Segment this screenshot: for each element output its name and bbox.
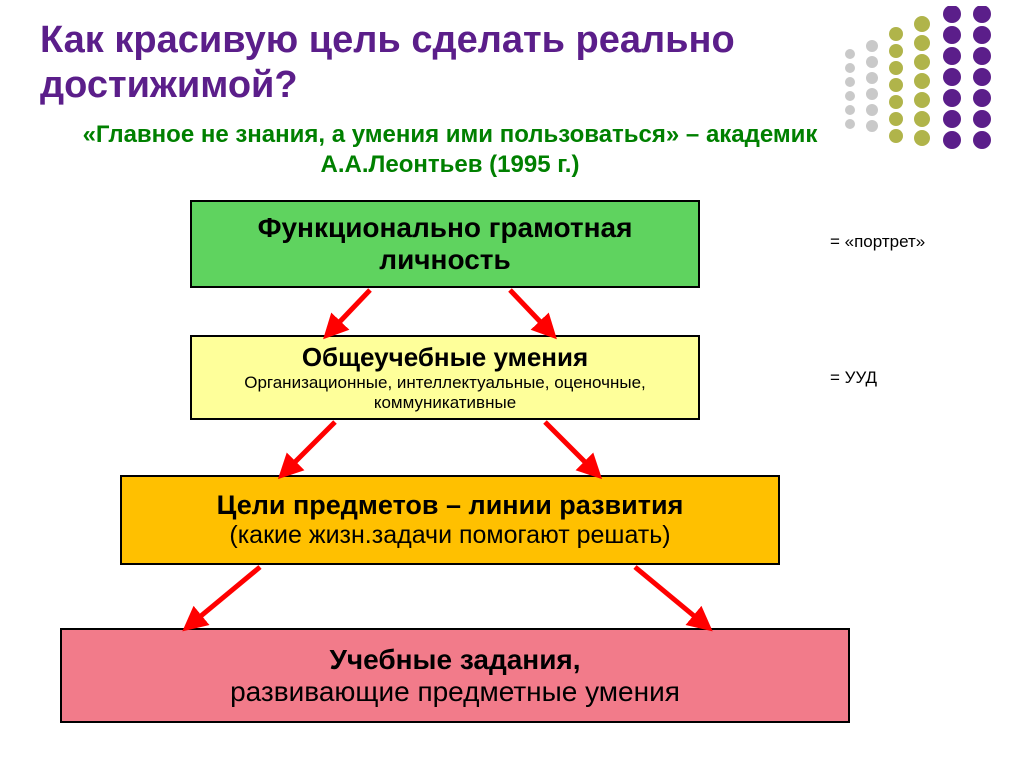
box4-main-text: Учебные задания, (329, 644, 580, 676)
annotation-portrait: = «портрет» (830, 232, 925, 252)
box2-sub-text: Организационные, интеллектуальные, оцено… (202, 373, 688, 413)
box-general-learning-skills: Общеучебные умения Организационные, инте… (190, 335, 700, 420)
box3-main-text: Цели предметов – линии развития (217, 490, 684, 521)
annotation-uud: = УУД (830, 368, 877, 388)
box-learning-tasks: Учебные задания, развивающие предметные … (60, 628, 850, 723)
box1-main-text: Функционально грамотная личность (202, 212, 688, 276)
box3-sub-text: (какие жизн.задачи помогают решать) (229, 521, 670, 550)
slide-subtitle: «Главное не знания, а умения ими пользов… (0, 120, 900, 180)
box4-sub-text: развивающие предметные умения (230, 676, 680, 708)
slide-title: Как красивую цель сделать реально достиж… (40, 18, 760, 108)
box-subject-goals: Цели предметов – линии развития (какие ж… (120, 475, 780, 565)
corner-dots-decoration (830, 6, 1000, 166)
box-functional-literate-personality: Функционально грамотная личность (190, 200, 700, 288)
box2-main-text: Общеучебные умения (302, 342, 588, 373)
